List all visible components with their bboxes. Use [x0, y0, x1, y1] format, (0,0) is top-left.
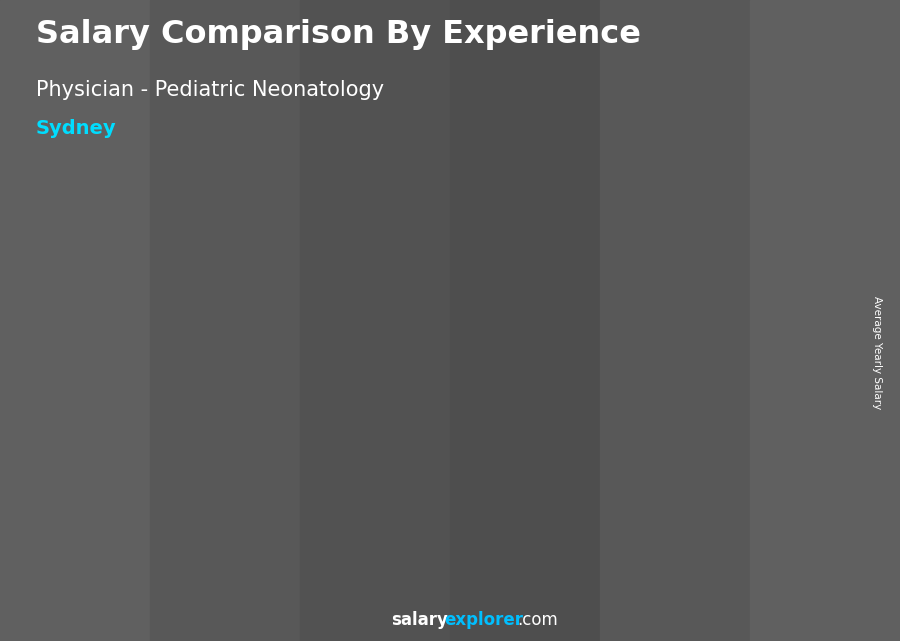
Bar	[575, 263, 580, 553]
Bar	[448, 288, 526, 553]
Bar	[702, 247, 781, 553]
Polygon shape	[400, 326, 412, 553]
Text: Salary Comparison By Experience: Salary Comparison By Experience	[36, 19, 641, 50]
Bar	[194, 384, 273, 553]
Polygon shape	[575, 255, 667, 263]
Bar	[67, 428, 72, 553]
Text: 20+ Years: 20+ Years	[695, 568, 788, 586]
Text: +21%: +21%	[388, 216, 460, 236]
Text: 211,000 AUD: 211,000 AUD	[202, 387, 302, 402]
Polygon shape	[273, 376, 285, 553]
Bar	[720, 58, 783, 67]
Polygon shape	[67, 420, 158, 428]
Text: .com: .com	[518, 612, 558, 629]
Text: 5 to 10: 5 to 10	[328, 568, 393, 586]
Text: Average Yearly Salary: Average Yearly Salary	[872, 296, 883, 409]
Polygon shape	[194, 376, 285, 384]
Text: 363,000 AUD: 363,000 AUD	[579, 266, 680, 281]
Text: Physician - Pediatric Neonatology: Physician - Pediatric Neonatology	[36, 80, 384, 100]
Bar	[747, 32, 756, 93]
Bar	[750, 32, 753, 93]
Bar	[575, 263, 654, 553]
FancyArrowPatch shape	[143, 369, 190, 414]
FancyArrowPatch shape	[398, 273, 445, 320]
Bar	[320, 334, 326, 553]
Bar	[194, 384, 199, 553]
Text: 2 to 5: 2 to 5	[206, 568, 260, 586]
Text: 157,000 AUD: 157,000 AUD	[68, 430, 168, 445]
Polygon shape	[526, 280, 539, 553]
Text: 10 to 15: 10 to 15	[449, 568, 526, 586]
Text: 332,000 AUD: 332,000 AUD	[449, 290, 550, 306]
Polygon shape	[448, 280, 539, 288]
Polygon shape	[145, 420, 158, 553]
FancyArrowPatch shape	[526, 244, 572, 274]
Text: +9%: +9%	[523, 191, 579, 211]
Text: +5%: +5%	[650, 176, 706, 196]
Polygon shape	[781, 240, 794, 553]
Polygon shape	[320, 326, 412, 334]
Text: explorer: explorer	[445, 612, 524, 629]
Bar	[320, 334, 400, 553]
FancyArrowPatch shape	[653, 227, 699, 250]
Text: Sydney: Sydney	[36, 119, 117, 138]
Bar	[720, 55, 783, 70]
Polygon shape	[702, 240, 794, 247]
Text: 382,000 AUD: 382,000 AUD	[752, 251, 853, 266]
Bar	[448, 288, 453, 553]
Text: 15 to 20: 15 to 20	[576, 568, 653, 586]
Text: < 2 Years: < 2 Years	[62, 568, 150, 586]
Text: salary: salary	[392, 612, 448, 629]
Bar	[702, 247, 707, 553]
Polygon shape	[654, 255, 667, 553]
Text: +30%: +30%	[261, 262, 333, 282]
Text: +34%: +34%	[133, 312, 205, 332]
FancyArrowPatch shape	[270, 320, 317, 370]
Bar	[67, 428, 145, 553]
Text: 274,000 AUD: 274,000 AUD	[322, 337, 423, 352]
